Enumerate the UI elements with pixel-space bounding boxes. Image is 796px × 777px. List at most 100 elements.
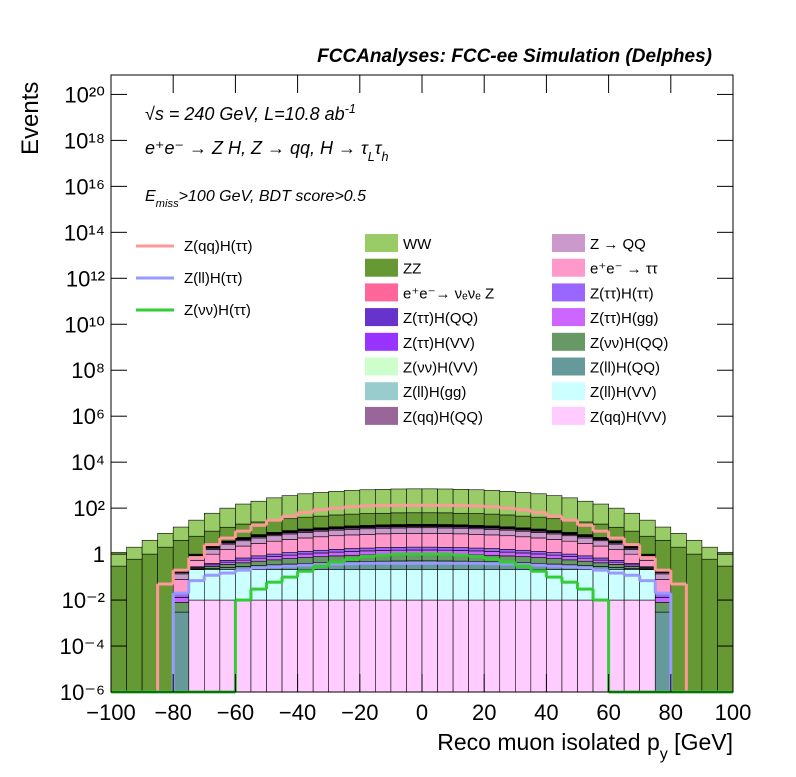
y-tick-label: 10⁴ (71, 450, 105, 475)
legend-swatch (552, 259, 585, 277)
stack-bar (391, 570, 407, 600)
stack-bar (531, 600, 547, 692)
legend-label: Z(νν)H(QQ) (590, 335, 668, 352)
stack-bar (609, 564, 625, 567)
stack-bar (329, 530, 345, 536)
legend-swatch (552, 382, 585, 400)
stack-bar (220, 567, 236, 569)
legend-label: Z(ττ)H(ττ) (590, 285, 654, 302)
stack-bar (655, 612, 671, 692)
stack-bar (127, 559, 143, 692)
stack-bar (655, 602, 671, 612)
stack-bar (438, 600, 454, 692)
stack-bar (655, 597, 671, 602)
stack-bar (593, 504, 609, 524)
stack-bar (344, 570, 360, 600)
stack-bar (298, 558, 314, 564)
stack-bar (360, 534, 376, 548)
stack-bar (453, 528, 469, 534)
stack-bar (391, 528, 407, 534)
y-tick-label: 10⁶ (71, 404, 105, 429)
legend-label: Z(νν)H(ττ) (184, 302, 251, 319)
stack-bar (640, 536, 656, 554)
stack-bar (422, 489, 438, 513)
stack-bar (406, 513, 422, 525)
stack-bar (204, 549, 220, 554)
legend-swatch (552, 333, 585, 351)
stack-bar (220, 600, 236, 692)
y-tick-label: 10¹⁰ (64, 312, 105, 337)
stack-bar (220, 544, 236, 549)
stack-bar (375, 528, 391, 534)
x-tick-label: −40 (279, 700, 316, 725)
stack-bar (298, 554, 314, 558)
stack-bar (624, 554, 640, 563)
stack-bar (282, 555, 298, 558)
stack-bar (593, 546, 609, 558)
x-tick-label: 80 (659, 700, 683, 725)
stack-bar (344, 514, 360, 526)
stack-bar (469, 490, 485, 514)
stack-bar (173, 602, 189, 612)
x-tick-label: −80 (155, 700, 192, 725)
stack-bar (562, 600, 578, 692)
stack-bar (298, 532, 314, 538)
stack-bar (344, 529, 360, 535)
stack-bar (531, 538, 547, 551)
stack-bar (406, 528, 422, 534)
x-axis-label-part: [GeV] (668, 729, 733, 755)
stack-bar (282, 559, 298, 564)
stack-bar (500, 552, 516, 556)
stack-bar (344, 549, 360, 552)
stack-bar (422, 600, 438, 692)
y-tick-label: 10⁻² (62, 588, 105, 613)
legend-swatch (552, 308, 585, 326)
legend-swatch (365, 382, 398, 400)
stack-bar (173, 540, 189, 570)
legend-swatch (552, 358, 585, 376)
y-tick-label: 10²⁰ (64, 82, 105, 107)
stack-bar (391, 513, 407, 525)
stack-bar (282, 570, 298, 600)
stack-bar (484, 535, 500, 549)
stack-bar (531, 558, 547, 564)
stack-bar (313, 600, 329, 692)
stack-bar (578, 543, 594, 556)
stack-bar (438, 547, 454, 550)
x-tick-label: −100 (86, 700, 136, 725)
stack-bar (391, 547, 407, 550)
legend-swatch (365, 308, 398, 326)
stack-bar (546, 519, 562, 531)
y-tick-label: 10² (73, 496, 105, 521)
stack-bar (251, 556, 267, 558)
annotation-part: >100 GeV, BDT score>0.5 (179, 188, 366, 205)
stack-bar (655, 540, 671, 570)
annotation: √s = 240 GeV, L=10.8 ab-1 (145, 102, 356, 124)
legend-swatch (552, 234, 585, 252)
stack-bar (329, 600, 345, 692)
stack-bar (189, 536, 205, 554)
x-tick-label: 20 (472, 700, 496, 725)
stack-bar (717, 566, 733, 692)
y-axis-label: Events (17, 82, 44, 155)
stack-bar (173, 574, 189, 580)
stack-bar (453, 570, 469, 600)
y-tick-label: 10¹⁶ (64, 174, 105, 199)
legend-label: Z(qq)H(VV) (590, 409, 667, 426)
stack-bar (469, 548, 485, 551)
stack-bar (189, 600, 205, 692)
stack-bar (267, 498, 283, 520)
stack-bar (220, 562, 236, 564)
stack-bar (189, 570, 205, 600)
annotation-part: -1 (345, 102, 356, 116)
stack-bar (406, 600, 422, 692)
stack-bar (422, 547, 438, 550)
stack-bar (562, 520, 578, 532)
stack-bar (329, 515, 345, 527)
stack-bar (344, 490, 360, 514)
x-tick-label: −60 (217, 700, 254, 725)
stack-bar (438, 489, 454, 513)
stack-bar (484, 600, 500, 692)
stack-bar (515, 531, 531, 537)
